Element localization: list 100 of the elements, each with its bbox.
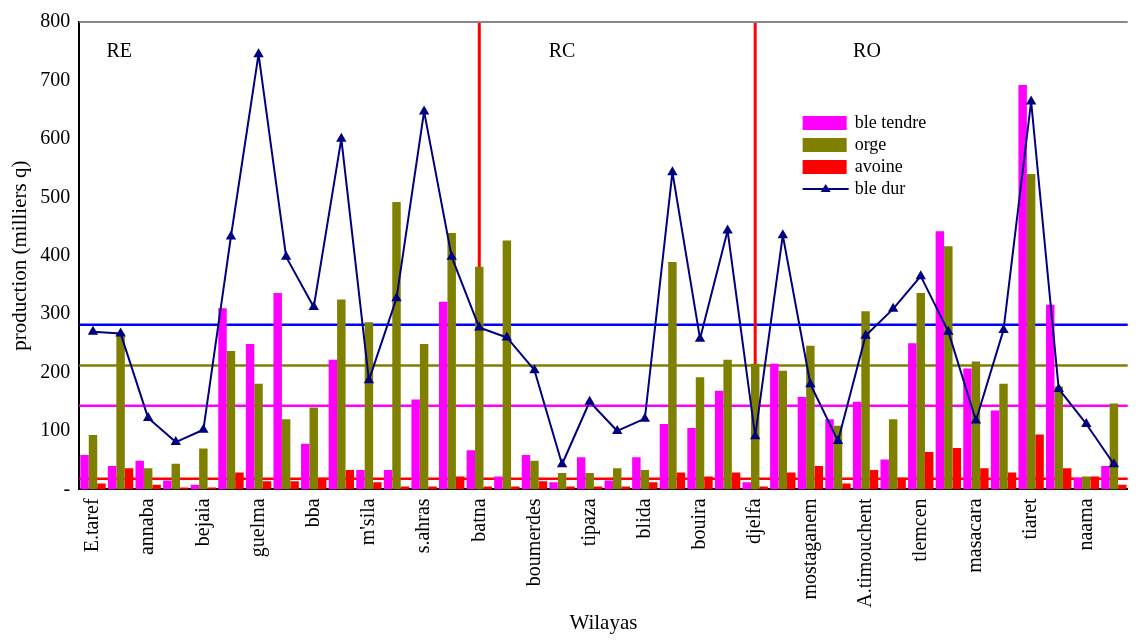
x-tick-label: tlemcen	[908, 498, 930, 562]
point	[971, 415, 981, 424]
x-tick-label: djelfa	[742, 498, 766, 544]
bar	[88, 435, 98, 490]
point	[419, 106, 429, 115]
y-tick-label: 200	[40, 359, 71, 382]
bar	[152, 484, 161, 490]
bar	[759, 486, 768, 490]
bar	[585, 473, 594, 490]
annotation: RC	[548, 39, 576, 62]
annotation: RO	[853, 39, 881, 62]
legend-label: avoine	[854, 155, 903, 176]
point	[530, 365, 539, 374]
bar	[842, 483, 851, 490]
x-tick-label: bouira	[687, 498, 710, 550]
point	[447, 251, 457, 260]
point	[88, 326, 98, 335]
point	[143, 413, 153, 422]
bar	[659, 423, 669, 490]
bar	[649, 482, 658, 490]
point	[999, 324, 1008, 333]
point	[254, 49, 264, 58]
bar	[621, 486, 630, 490]
y-tick-label: 700	[40, 67, 71, 90]
legend-label: ble tendre	[854, 111, 927, 132]
point	[695, 333, 705, 342]
bar	[880, 459, 889, 490]
point	[861, 330, 871, 339]
bar	[990, 410, 1000, 490]
y-axis-title: production (milliers q)	[7, 160, 32, 351]
bar	[356, 470, 365, 490]
bar	[557, 473, 567, 490]
x-tick-label: naama	[1073, 498, 1096, 551]
x-tick-label: guelma	[245, 498, 269, 558]
bar	[1118, 484, 1127, 490]
bar	[593, 486, 603, 490]
point	[116, 328, 126, 337]
x-tick-label: tiaret	[1018, 497, 1041, 540]
point	[585, 396, 595, 405]
bar	[80, 454, 89, 490]
point	[778, 230, 788, 239]
x-tick-label: annaba	[135, 498, 158, 556]
legend-label: ble dur	[854, 177, 906, 198]
x-tick-label: m'sila	[356, 498, 379, 546]
bar	[309, 407, 318, 490]
point	[1109, 459, 1119, 468]
bar	[428, 486, 437, 490]
point	[336, 133, 346, 142]
bar	[576, 457, 586, 490]
y-tick-label: 100	[40, 418, 71, 441]
bar	[1101, 466, 1110, 490]
point	[364, 375, 374, 384]
annotation: RE	[106, 39, 132, 62]
x-tick-label: masacara	[963, 498, 986, 573]
point	[833, 435, 843, 444]
point	[888, 303, 898, 312]
bar	[613, 468, 622, 490]
x-tick-label: A.timouchent	[852, 497, 875, 608]
x-tick-label: s.ahras	[411, 498, 434, 554]
y-tick-label: 500	[40, 184, 71, 207]
point	[171, 437, 181, 446]
bar	[163, 480, 172, 490]
bar	[549, 482, 558, 490]
y-tick-label: 300	[40, 301, 71, 324]
x-tick-label: boumerdes	[521, 498, 544, 587]
x-tick-label: bba	[300, 498, 323, 528]
point	[474, 322, 484, 331]
bar	[687, 428, 696, 490]
point	[723, 225, 733, 234]
bar	[695, 377, 705, 490]
point	[750, 431, 760, 440]
bar	[1054, 386, 1063, 490]
bar	[511, 486, 520, 490]
bar	[281, 419, 291, 490]
bar	[825, 419, 834, 490]
bar	[521, 454, 531, 490]
legend-label: orge	[854, 133, 887, 154]
point	[198, 424, 208, 433]
bar	[1082, 476, 1091, 490]
bar	[400, 486, 410, 490]
x-tick-label: mostaganem	[797, 497, 821, 600]
point	[557, 459, 567, 468]
bar	[778, 370, 788, 490]
bar	[373, 482, 382, 490]
point	[1081, 418, 1091, 427]
y-tick-label: 800	[40, 9, 71, 32]
point	[667, 167, 677, 176]
bar	[483, 486, 492, 490]
bar	[566, 486, 575, 490]
point	[392, 293, 401, 302]
point	[1054, 383, 1064, 392]
point	[309, 302, 319, 311]
point	[226, 231, 236, 240]
point	[640, 413, 650, 422]
x-tick-label: tipaza	[576, 498, 600, 547]
bar	[97, 483, 106, 490]
bar	[640, 470, 650, 490]
bar	[301, 443, 310, 490]
point	[916, 271, 926, 280]
bar	[107, 466, 117, 490]
